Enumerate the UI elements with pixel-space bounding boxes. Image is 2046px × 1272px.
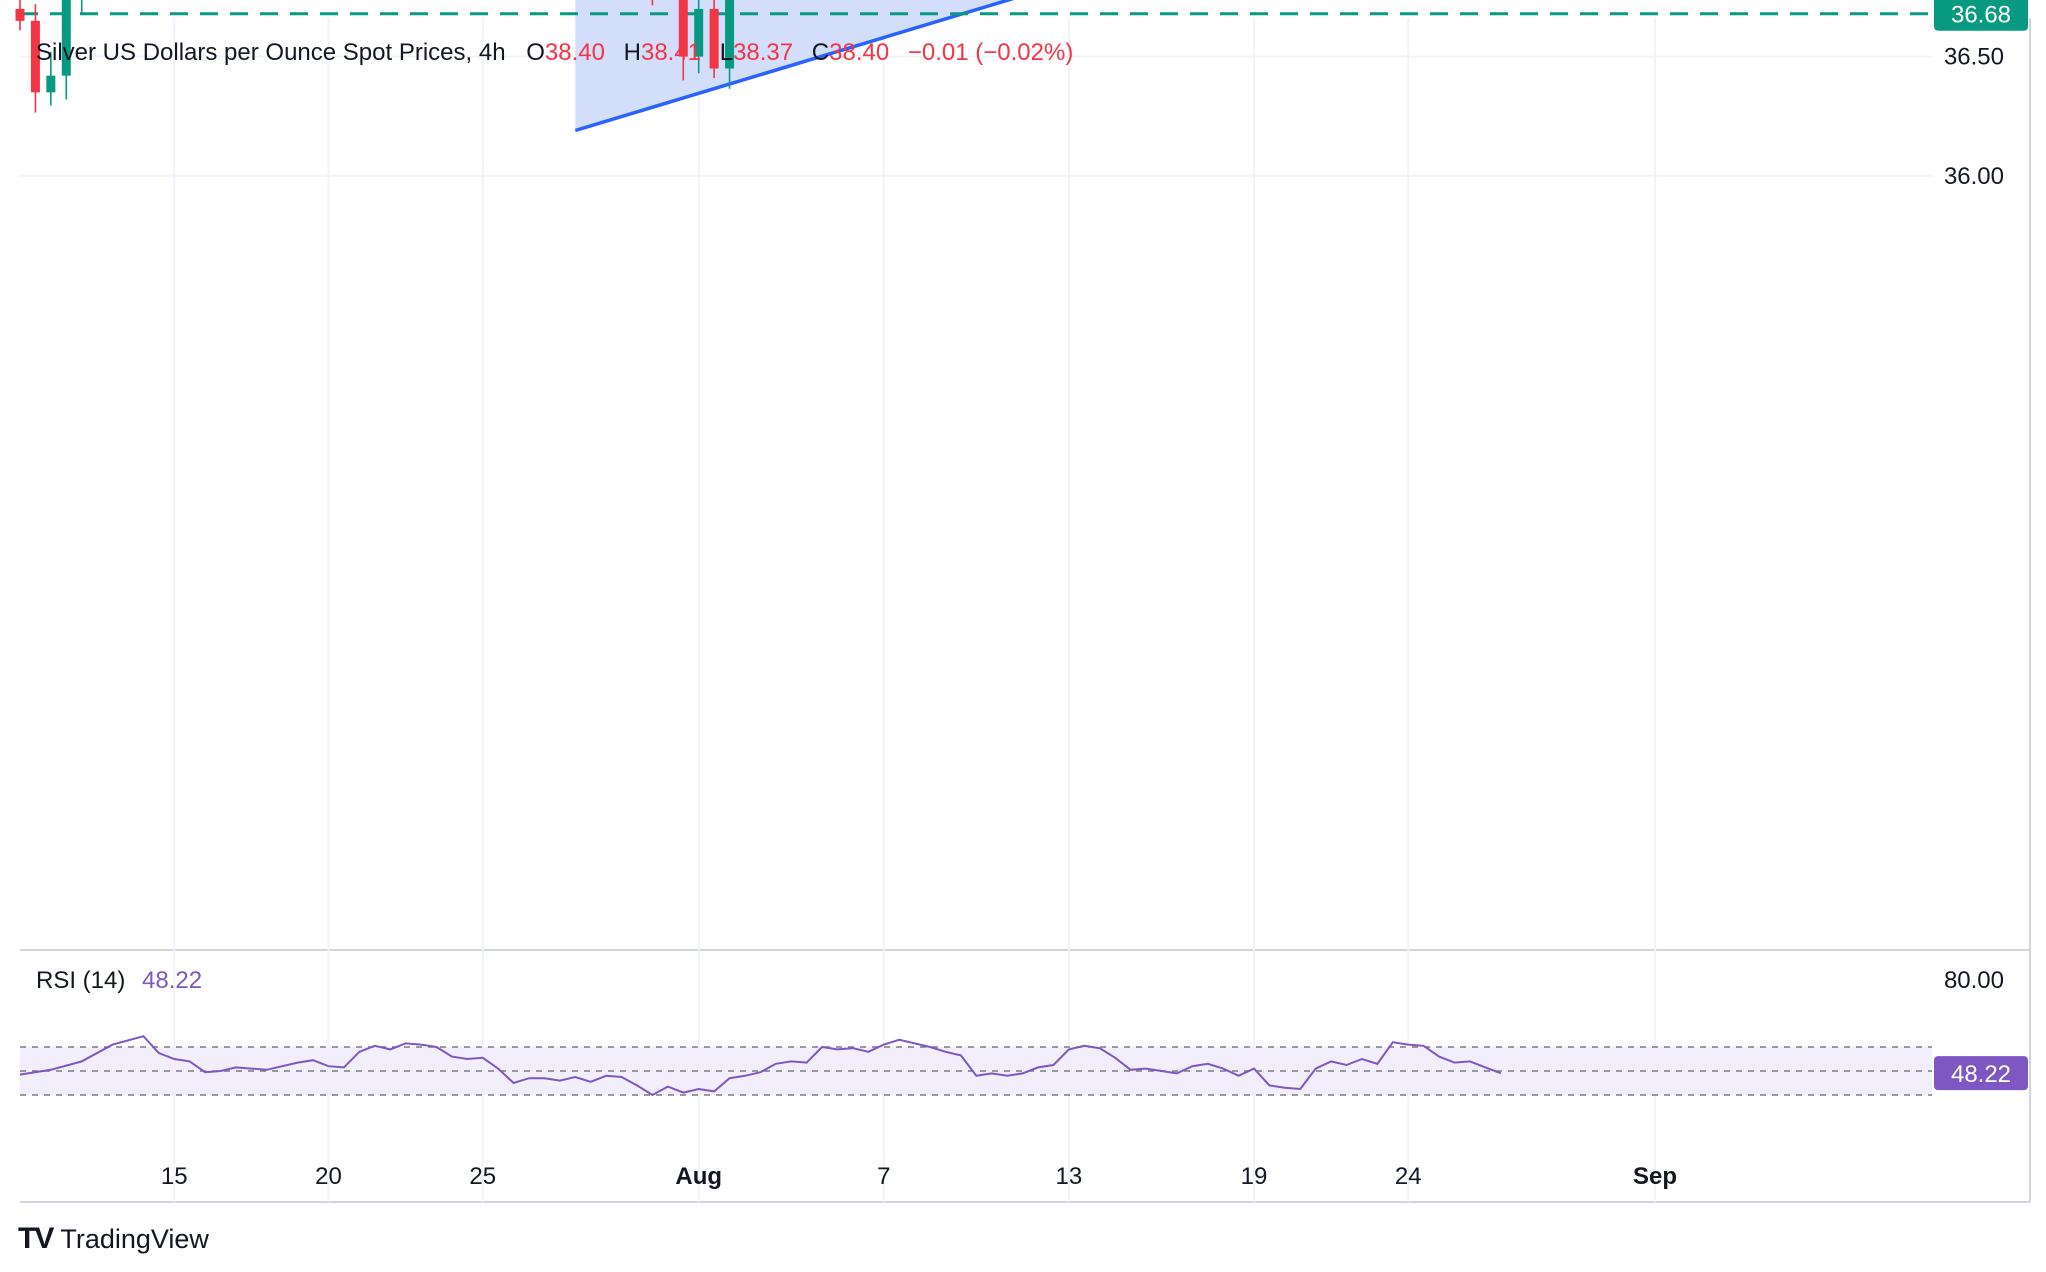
rsi-tick-label: 80.00: [1944, 967, 2004, 994]
candle: [80, 0, 83, 14]
time-axis[interactable]: 15 20 25 Aug 7 13 19 24 Sep: [161, 1163, 1677, 1190]
x-tick-label: 25: [469, 1163, 496, 1190]
tradingview-branding[interactable]: TV TradingView: [18, 1222, 209, 1256]
low-label: L: [720, 39, 733, 66]
candle-body: [694, 8, 704, 57]
candle: [678, 0, 688, 81]
rsi-legend: RSI (14) 48.22: [36, 967, 202, 994]
x-tick-label: Aug: [675, 1163, 722, 1190]
high-value: 38.41: [641, 39, 701, 66]
candle-body: [709, 8, 719, 69]
candle-body: [678, 0, 688, 57]
candle: [694, 0, 704, 74]
candle: [709, 0, 719, 79]
rsi-indicator: [19, 1035, 1932, 1097]
price-tag-label: 36.68: [1951, 2, 2011, 29]
change-value: −0.01 (−0.02%): [908, 39, 1073, 66]
high-label: H: [624, 39, 641, 66]
horizontal-levels: [20, 12, 1932, 16]
x-tick-label: 15: [161, 1163, 188, 1190]
grid-layer: [20, 18, 1932, 1202]
candlestick-series: [15, 0, 735, 113]
rsi-value-tag[interactable]: [1934, 1056, 2028, 1091]
x-tick-label: 19: [1241, 1163, 1268, 1190]
x-tick-label: 20: [315, 1163, 342, 1190]
candle-body: [61, 0, 71, 76]
rsi-label: RSI (14): [36, 967, 125, 994]
rsi-pane-background: [20, 950, 1932, 1140]
rsi-value: 48.22: [142, 967, 202, 994]
y-tick-label: 36.50: [1944, 44, 2004, 71]
tradingview-logo-icon: TV: [18, 1222, 54, 1255]
x-tick-label: Sep: [1633, 1163, 1677, 1190]
candle: [61, 0, 71, 100]
interval-label: 4h: [479, 39, 506, 66]
candle: [46, 51, 56, 106]
candle: [725, 0, 735, 89]
candle-body: [30, 20, 40, 93]
close-value: 38.40: [829, 39, 889, 66]
candle: [30, 4, 40, 113]
price-tag[interactable]: [1934, 0, 2028, 31]
x-tick-label: 24: [1395, 1163, 1422, 1190]
price-axis[interactable]: 36.0036.5037.5038.0038.5039.0039.5339.11…: [1934, 0, 2028, 1091]
rsi-value-tag-label: 48.22: [1951, 1061, 2011, 1088]
tradingview-name: TradingView: [60, 1223, 209, 1254]
symbol-name: Silver US Dollars per Ounce Spot Prices: [36, 39, 466, 66]
chart-legend: Silver US Dollars per Ounce Spot Prices,…: [36, 39, 1073, 66]
open-label: O: [526, 39, 545, 66]
candle-body: [725, 0, 735, 69]
candle-body: [46, 75, 56, 93]
candle: [15, 0, 25, 31]
candle-body: [15, 8, 25, 21]
x-tick-label: 13: [1056, 1163, 1083, 1190]
x-tick-label: 7: [877, 1163, 890, 1190]
y-tick-label: 36.00: [1944, 163, 2004, 190]
rsi-band: [20, 1047, 1932, 1095]
price-pane-background: [20, 18, 1932, 948]
open-value: 38.40: [545, 39, 605, 66]
rsi-line: [19, 1035, 1502, 1097]
low-value: 38.37: [733, 39, 793, 66]
close-label: C: [812, 39, 829, 66]
